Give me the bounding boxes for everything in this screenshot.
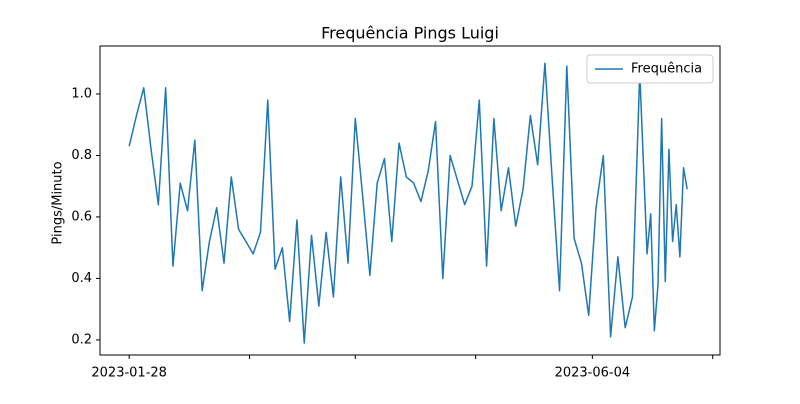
y-tick-label: 0.2 (71, 332, 92, 347)
x-tick-label: 2023-01-28 (91, 366, 167, 381)
legend-label: Frequência (631, 62, 702, 77)
x-tick-label: 2023-06-04 (555, 366, 631, 381)
y-tick-label: 0.6 (71, 209, 92, 224)
y-tick-label: 0.4 (71, 271, 92, 286)
legend-box (586, 54, 714, 84)
chart-title: Frequência Pings Luigi (321, 24, 499, 43)
y-tick-label: 1.0 (71, 86, 92, 101)
data-line (128, 62, 688, 344)
y-tick-label: 0.8 (71, 148, 92, 163)
axes-frame (99, 45, 721, 356)
y-axis-label: Pings/Minuto (51, 161, 66, 244)
